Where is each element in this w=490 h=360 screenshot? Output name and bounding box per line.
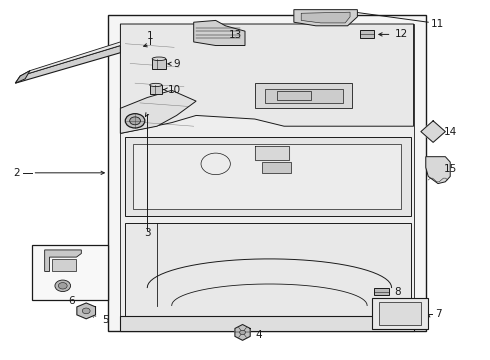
Polygon shape [235,324,250,340]
Bar [262,162,292,173]
Polygon shape [277,91,311,100]
Ellipse shape [82,308,90,314]
Text: 4: 4 [255,330,262,340]
Text: 7: 7 [435,310,441,319]
Polygon shape [77,303,96,319]
Polygon shape [301,12,350,23]
Text: 15: 15 [443,164,457,174]
Ellipse shape [130,117,141,125]
Polygon shape [265,89,343,103]
Polygon shape [125,137,411,216]
Text: 8: 8 [394,287,401,297]
Bar [150,85,162,94]
Ellipse shape [240,330,245,334]
Bar [152,59,166,69]
Bar [372,298,428,329]
Text: 5: 5 [102,315,109,325]
Bar [52,259,76,271]
Polygon shape [194,21,245,45]
Polygon shape [255,83,352,108]
Bar [379,302,421,325]
Polygon shape [121,316,414,330]
Ellipse shape [55,280,71,292]
Polygon shape [15,71,30,83]
Polygon shape [121,90,196,134]
Polygon shape [294,10,357,26]
Text: 9: 9 [173,59,180,69]
Bar [32,244,108,300]
Text: 3: 3 [144,228,150,238]
Polygon shape [15,45,121,83]
Polygon shape [125,223,411,316]
Bar [374,288,389,296]
Ellipse shape [58,283,67,289]
Polygon shape [45,250,81,271]
Text: 14: 14 [443,127,457,136]
Ellipse shape [152,57,166,60]
Polygon shape [20,42,121,76]
Polygon shape [121,24,414,134]
Polygon shape [121,24,414,321]
Text: 13: 13 [229,30,242,40]
Text: 6: 6 [68,296,75,306]
Text: 2: 2 [13,168,20,178]
Polygon shape [421,121,445,142]
Ellipse shape [150,84,162,87]
Polygon shape [108,15,426,330]
Polygon shape [133,144,401,209]
Text: 12: 12 [395,30,408,39]
Polygon shape [426,157,450,184]
Text: 10: 10 [168,85,181,95]
Polygon shape [255,146,289,160]
Bar [360,31,374,39]
Ellipse shape [125,114,145,128]
Text: 11: 11 [430,19,443,29]
Text: 1: 1 [147,31,153,41]
